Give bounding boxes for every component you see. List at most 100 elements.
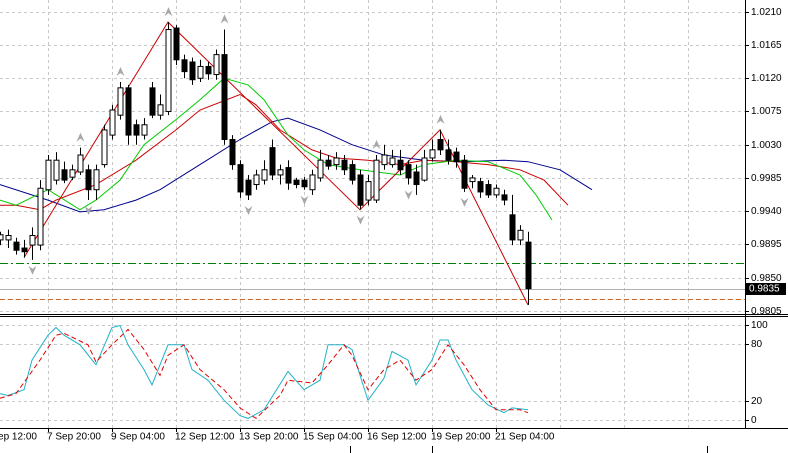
candle-body xyxy=(349,164,356,181)
x-tick-label: 15 Sep 04:00 xyxy=(303,432,363,443)
fractal-down xyxy=(404,190,413,200)
stochastic-pane xyxy=(0,317,745,428)
candle-body xyxy=(301,179,308,188)
fractal-up xyxy=(372,140,381,150)
x-tick-label: 7 Sep 20:00 xyxy=(47,432,101,443)
x-tick-label: 12 Sep 12:00 xyxy=(175,432,235,443)
candle-body xyxy=(325,159,332,167)
candle-body xyxy=(317,159,324,179)
candle-body xyxy=(293,179,300,186)
y-tick-label: 1.0210 xyxy=(751,7,782,18)
candle-body xyxy=(141,124,148,136)
candle-body xyxy=(253,174,260,186)
candle-body xyxy=(501,194,508,201)
y-tick-label: 20 xyxy=(751,396,763,407)
candle-body xyxy=(389,157,396,166)
candle-body xyxy=(381,154,388,166)
candle-body xyxy=(109,109,116,136)
y-tick-label: 1.0165 xyxy=(751,40,782,51)
candle-body xyxy=(117,87,124,116)
candle-body xyxy=(365,181,372,201)
candle-body xyxy=(213,54,220,76)
x-tick-label: 13 Sep 20:00 xyxy=(239,432,299,443)
candle-body xyxy=(269,147,276,176)
candle-body xyxy=(413,171,420,186)
candle-body xyxy=(285,167,292,184)
candle-body xyxy=(517,229,524,241)
candle-body xyxy=(341,159,348,171)
candle-body xyxy=(245,179,252,196)
y-tick-label: 1.0120 xyxy=(751,73,782,84)
candle-body xyxy=(93,169,100,191)
last-price-box xyxy=(746,283,786,295)
candle-body xyxy=(29,234,36,246)
fractal-up xyxy=(220,14,229,24)
candle-body xyxy=(13,241,20,251)
x-tick-label: 21 Sep 04:00 xyxy=(495,432,555,443)
stochastic-line xyxy=(0,328,529,420)
x-tick-label: 19 Sep 20:00 xyxy=(431,432,491,443)
candle-body xyxy=(21,247,28,253)
candle-body xyxy=(493,187,500,196)
candle-body xyxy=(429,149,436,159)
candle-body xyxy=(165,29,172,112)
fractal-up xyxy=(164,7,173,17)
candle-body xyxy=(261,169,268,181)
fractal-down xyxy=(84,206,93,216)
y-tick-label: 0.9850 xyxy=(751,273,782,284)
moving-average-line xyxy=(0,117,593,213)
candle-body xyxy=(5,234,12,241)
candle-body xyxy=(149,87,156,116)
candle-body xyxy=(237,164,244,193)
candle-body xyxy=(69,169,76,178)
candle-body xyxy=(373,159,380,201)
candle-body xyxy=(133,124,140,136)
main-pane xyxy=(0,0,745,313)
candle-body xyxy=(437,139,444,151)
candle-body xyxy=(61,169,68,181)
y-tick-label: 0 xyxy=(751,415,757,426)
candle-body xyxy=(0,234,4,241)
y-tick-label: 0.9895 xyxy=(751,239,782,250)
candle-body xyxy=(205,65,212,75)
candle-body xyxy=(405,164,412,179)
stochastic-line xyxy=(0,325,529,419)
candle-body xyxy=(45,159,52,191)
candle-body xyxy=(469,177,476,183)
fractal-up xyxy=(116,66,125,76)
candle-body xyxy=(333,157,340,166)
candle-body xyxy=(181,59,188,73)
fractal-down xyxy=(300,195,309,205)
candle-body xyxy=(477,181,484,193)
fractal-down xyxy=(356,215,365,225)
moving-average-line xyxy=(0,93,569,211)
candle-body xyxy=(445,149,452,161)
candle-body xyxy=(37,187,44,246)
candle-body xyxy=(525,241,532,290)
last-price-label: 0.9835 xyxy=(749,284,780,295)
candle-body xyxy=(309,174,316,191)
y-tick-label: 1.0075 xyxy=(751,106,782,117)
candle-body xyxy=(461,159,468,189)
fractal-down xyxy=(460,197,469,207)
candle-body xyxy=(173,27,180,61)
candle-body xyxy=(197,65,204,79)
y-tick-label: 0.9985 xyxy=(751,173,782,184)
candle-body xyxy=(509,214,516,241)
fractal-up xyxy=(76,132,85,142)
candle-body xyxy=(221,54,228,141)
candle-body xyxy=(421,157,428,181)
candle-body xyxy=(85,169,92,191)
candle-body xyxy=(101,129,108,166)
y-tick-label: 0.9805 xyxy=(751,306,782,317)
y-tick-label: 100 xyxy=(751,320,768,331)
x-tick-label: 6 Sep 12:00 xyxy=(0,432,37,443)
x-tick-label: 16 Sep 12:00 xyxy=(367,432,427,443)
candle-body xyxy=(189,61,196,81)
y-tick-label: 80 xyxy=(751,339,763,350)
y-tick-label: 0.9940 xyxy=(751,206,782,217)
candle-body xyxy=(485,184,492,196)
